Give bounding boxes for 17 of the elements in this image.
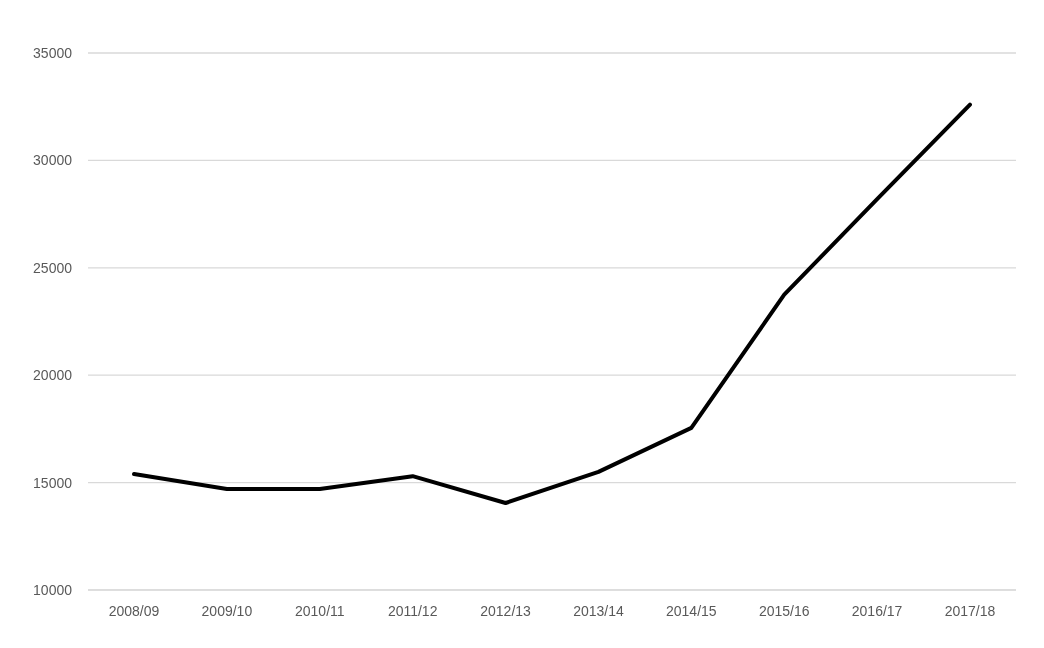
y-tick-label: 30000 xyxy=(33,152,73,169)
x-tick-label: 2012/13 xyxy=(480,602,532,619)
y-tick-label: 15000 xyxy=(33,474,73,491)
y-tick-label: 10000 xyxy=(33,581,73,598)
x-tick-label: 2011/12 xyxy=(387,602,438,619)
x-tick-label: 2016/17 xyxy=(851,602,903,619)
line-series xyxy=(132,102,972,506)
x-tick-label: 2009/10 xyxy=(201,602,253,619)
x-tick-label: 2008/09 xyxy=(108,602,160,619)
x-tick-label: 2010/11 xyxy=(294,602,345,619)
x-tick-label: 2017/18 xyxy=(944,602,996,619)
y-tick-label: 20000 xyxy=(33,367,73,384)
y-tick-label: 35000 xyxy=(33,44,73,61)
x-tick-label: 2015/16 xyxy=(758,602,810,619)
x-tick-label: 2013/14 xyxy=(573,602,624,619)
y-tick-label: 25000 xyxy=(33,259,73,276)
x-tick-label: 2014/15 xyxy=(666,602,717,619)
